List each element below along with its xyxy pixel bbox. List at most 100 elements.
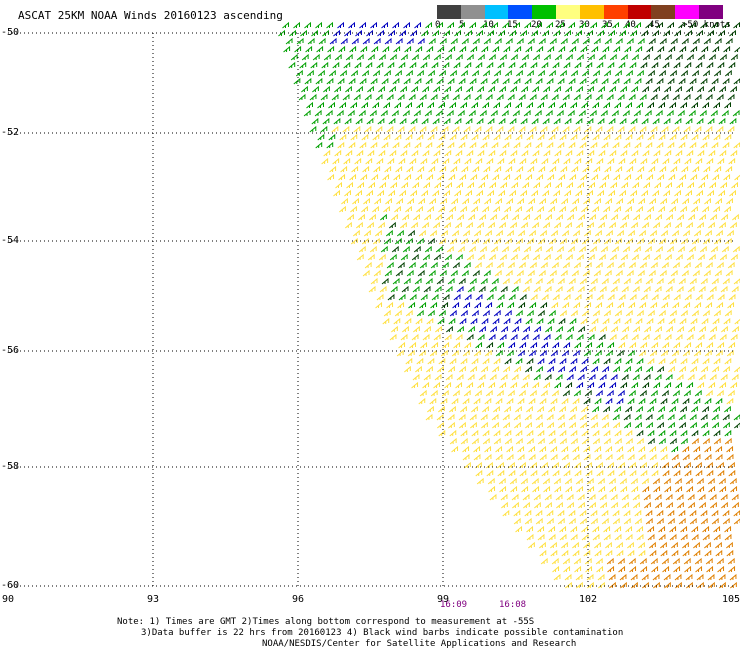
wind-barb: [576, 253, 584, 261]
wind-barb: [623, 509, 631, 517]
wind-barb: [548, 101, 555, 109]
wind-barb: [630, 573, 638, 581]
wind-barb: [317, 101, 324, 109]
wind-barb: [580, 365, 587, 373]
wind-barb: [688, 109, 696, 117]
wind-barb: [426, 317, 434, 325]
wind-barb: [691, 405, 698, 413]
wind-barb: [556, 109, 564, 117]
wind-barb: [605, 197, 612, 205]
wind-barb: [619, 573, 627, 581]
wind-barb: [495, 349, 503, 357]
wind-barb: [648, 269, 656, 277]
wind-barb: [405, 133, 413, 141]
wind-barb: [426, 45, 434, 53]
wind-barb: [688, 501, 695, 509]
wind-barb: [524, 21, 531, 29]
wind-barb: [533, 493, 541, 501]
wind-barb: [422, 53, 430, 61]
lon-label-96: 96: [292, 594, 305, 605]
wind-barb: [630, 221, 638, 229]
wind-barb: [444, 85, 451, 93]
wind-barb: [671, 197, 678, 205]
wind-barb: [640, 61, 648, 69]
wind-barb: [412, 373, 420, 381]
wind-barb: [343, 61, 351, 69]
wind-barb: [685, 477, 693, 485]
wind-barb: [455, 333, 463, 341]
wind-barb: [554, 381, 562, 389]
wind-barb: [481, 317, 489, 325]
wind-barb: [381, 141, 389, 149]
wind-barb: [495, 197, 502, 205]
wind-barb: [582, 37, 590, 45]
wind-barb: [574, 61, 582, 69]
wind-barb: [665, 285, 673, 293]
wind-barb: [458, 277, 466, 285]
wind-barb: [701, 45, 709, 53]
wind-barb: [683, 93, 691, 101]
wind-barb: [479, 213, 486, 221]
wind-barb: [484, 453, 492, 461]
wind-barb: [695, 461, 702, 469]
wind-barb: [522, 373, 530, 381]
wind-barb: [693, 549, 701, 557]
wind-barb: [722, 517, 730, 525]
wind-barb: [556, 325, 563, 333]
wind-barb: [537, 133, 545, 141]
wind-barb: [650, 93, 658, 101]
wind-barb: [531, 117, 539, 125]
wind-barb: [653, 485, 661, 493]
wind-barb: [673, 157, 681, 165]
wind-barb: [625, 69, 633, 77]
wind-barb: [686, 85, 693, 93]
wind-barb: [577, 373, 585, 381]
wind-barb: [636, 101, 643, 109]
wind-barb: [670, 165, 678, 173]
wind-barb: [600, 501, 607, 509]
wind-barb: [630, 29, 637, 37]
wind-barb: [460, 69, 468, 77]
wind-barb: [382, 45, 390, 53]
wind-barb: [532, 85, 539, 93]
wind-barb: [588, 181, 595, 189]
wind-barb: [478, 285, 486, 293]
wind-barb: [496, 125, 504, 133]
wind-barb: [300, 29, 307, 37]
wind-barb: [409, 61, 417, 69]
wind-barb: [646, 45, 654, 53]
wind-barb: [705, 301, 713, 309]
wind-barb: [406, 269, 414, 277]
wind-barb: [532, 333, 540, 341]
wind-barb: [332, 61, 340, 69]
wind-barb: [706, 461, 713, 469]
wind-barb: [374, 197, 381, 205]
wind-barb: [644, 245, 652, 253]
wind-barb: [598, 149, 606, 157]
wind-barb: [401, 285, 409, 293]
wind-barb: [587, 53, 595, 61]
wind-barb: [720, 493, 728, 501]
wind-barb: [624, 421, 631, 429]
wind-barb: [720, 181, 727, 189]
wind-barb: [315, 77, 323, 85]
wind-barb: [304, 21, 311, 29]
wind-barb: [669, 405, 676, 413]
wind-barb: [323, 149, 331, 157]
wind-barb: [524, 517, 532, 525]
wind-barb: [388, 189, 395, 197]
wind-barb: [650, 261, 658, 269]
wind-barb: [569, 421, 576, 429]
wind-barb: [533, 181, 540, 189]
wind-barb: [558, 45, 566, 53]
wind-barb: [492, 173, 500, 181]
lon-label-99: 99: [437, 594, 450, 605]
wind-barb: [370, 77, 378, 85]
wind-barb: [617, 557, 625, 565]
wind-barb: [564, 117, 572, 125]
wind-barb: [622, 245, 630, 253]
wind-barb: [569, 173, 577, 181]
wind-barb: [463, 261, 471, 269]
wind-barb: [348, 77, 356, 85]
wind-barb: [532, 149, 540, 157]
